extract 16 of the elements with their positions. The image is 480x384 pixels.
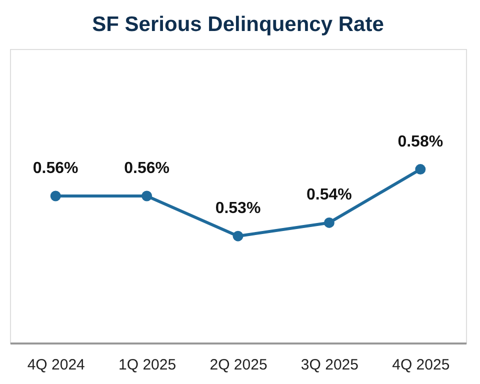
data-label: 0.56%: [32, 160, 78, 177]
data-label: 0.56%: [124, 160, 170, 177]
point: [232, 230, 244, 242]
chart-title: SF Serious Delinquency Rate: [92, 13, 384, 36]
x-tick-label: 3Q 2025: [300, 356, 358, 374]
data-label: 0.53%: [215, 200, 261, 218]
data-label: 0.58%: [398, 133, 444, 150]
point: [142, 190, 152, 202]
point: [50, 190, 61, 202]
x-tick-label: 4Q 2024: [27, 356, 85, 374]
x-tick-label: 1Q 2025: [118, 356, 176, 374]
x-tick-label: 4Q 2025: [392, 356, 450, 374]
data-label: 0.54%: [306, 186, 352, 204]
x-tick-label: 2Q 2025: [210, 356, 268, 374]
point: [415, 164, 426, 175]
point: [324, 217, 334, 228]
